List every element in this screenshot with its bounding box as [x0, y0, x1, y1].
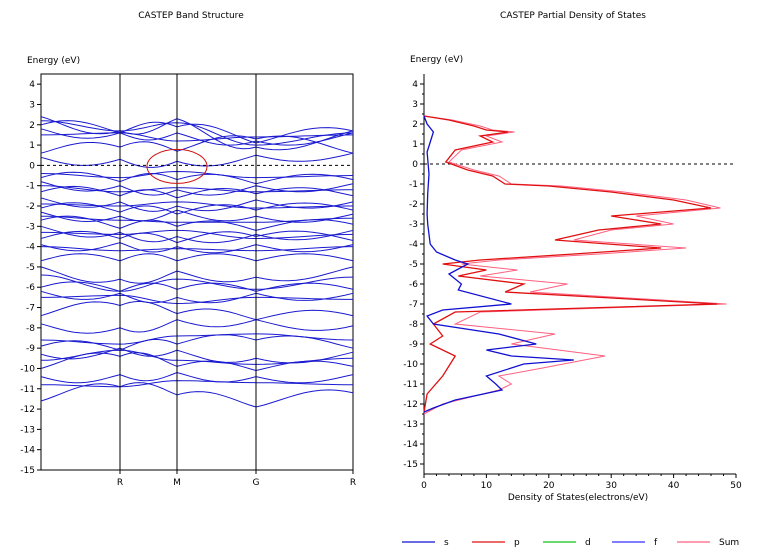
y-tick-label: 3 [412, 100, 418, 110]
band-line-13 [40, 197, 354, 212]
legend-label-sum: Sum [719, 538, 739, 548]
legend-label-s: s [444, 538, 449, 548]
band-line-30 [40, 300, 354, 321]
y-tick-label: -4 [409, 240, 418, 250]
y-tick-label: -7 [26, 304, 35, 314]
y-tick-label: -5 [409, 260, 418, 270]
band-line-18 [40, 215, 354, 231]
y-tick-label: -5 [26, 263, 35, 273]
y-tick-label: -10 [403, 360, 418, 370]
legend-label-f: f [654, 538, 658, 548]
y-tick-label: 2 [29, 121, 35, 131]
band-line-38 [41, 380, 353, 388]
band-line-31 [40, 319, 354, 334]
y-tick-label: -2 [409, 200, 418, 210]
kpoint-label: R [117, 478, 123, 488]
band-line-36 [40, 352, 354, 372]
dos-x-label: Density of States(electrons/eV) [508, 493, 648, 503]
y-tick-label: -2 [26, 202, 35, 212]
legend-label-d: d [585, 538, 591, 548]
y-tick-label: -10 [20, 364, 35, 374]
y-tick-label: -11 [20, 385, 35, 395]
band-line-24 [40, 253, 354, 262]
dos-legend: s p d f Sum [402, 538, 739, 548]
band-structure-frame [40, 73, 354, 471]
band-line-32 [40, 333, 354, 345]
y-tick-label: 0 [29, 161, 35, 171]
x-tick-label: 20 [543, 481, 555, 491]
dos-title: CASTEP Partial Density of States [500, 11, 646, 21]
y-tick-label: 4 [29, 80, 35, 90]
y-tick-label: -3 [26, 222, 35, 232]
band-structure-plot: R M G R 4 3 2 1 0 -1 -2 -3 -4 -5 -6 -7 -8 -9 -10 -11 -12 -13 -… [20, 73, 356, 488]
x-tick-label: 30 [605, 481, 617, 491]
y-tick-label: -1 [409, 180, 418, 190]
y-tick-label: -13 [403, 420, 418, 430]
legend-label-p: p [514, 538, 520, 548]
y-tick-label: -3 [409, 220, 418, 230]
y-tick-label: -11 [403, 380, 418, 390]
band-line-19 [40, 225, 354, 244]
y-tick-label: -15 [403, 460, 418, 470]
x-tick-label: 10 [481, 481, 493, 491]
highlight-ellipse [146, 148, 208, 184]
kpoint-label: M [173, 478, 181, 488]
dos-curve-sum [423, 115, 727, 415]
y-tick-label: -12 [20, 405, 35, 415]
y-tick-label: -13 [20, 425, 35, 435]
y-tick-label: 1 [412, 140, 418, 150]
y-tick-label: -12 [403, 400, 418, 410]
y-tick-label: 3 [29, 100, 35, 110]
band-structure-y-label: Energy (eV) [27, 56, 80, 66]
band-line-9 [40, 171, 354, 185]
y-tick-label: -14 [20, 446, 35, 456]
y-tick-label: -1 [26, 182, 35, 192]
kpoint-label: G [253, 478, 260, 488]
x-tick-label: 0 [421, 481, 427, 491]
dos-plot: 43210-1-2-3-4-5-6-7-8-9-10-11-12-13-14-1… [403, 74, 742, 491]
y-tick-label: -14 [403, 440, 418, 450]
y-tick-label: -6 [409, 280, 418, 290]
dos-y-label: Energy (eV) [410, 55, 463, 65]
y-tick-label: 0 [412, 160, 418, 170]
y-tick-label: 2 [412, 120, 418, 130]
kpoint-label: R [350, 478, 356, 488]
y-tick-label: -4 [26, 243, 35, 253]
y-tick-label: -9 [26, 344, 35, 354]
y-tick-label: -15 [20, 466, 35, 476]
x-tick-label: 50 [730, 481, 742, 491]
band-structure-title: CASTEP Band Structure [138, 11, 244, 21]
y-tick-label: 1 [29, 141, 35, 151]
y-tick-label: -8 [409, 320, 418, 330]
y-tick-label: -7 [409, 300, 418, 310]
x-tick-label: 40 [668, 481, 680, 491]
y-tick-label: -9 [409, 340, 418, 350]
band-line-22 [40, 242, 354, 254]
y-tick-label: 4 [412, 80, 418, 90]
y-tick-label: -8 [26, 324, 35, 334]
band-line-27 [40, 281, 354, 292]
dos-curve-s [423, 115, 574, 413]
band-line-28 [40, 290, 354, 304]
y-tick-label: -6 [26, 283, 35, 293]
